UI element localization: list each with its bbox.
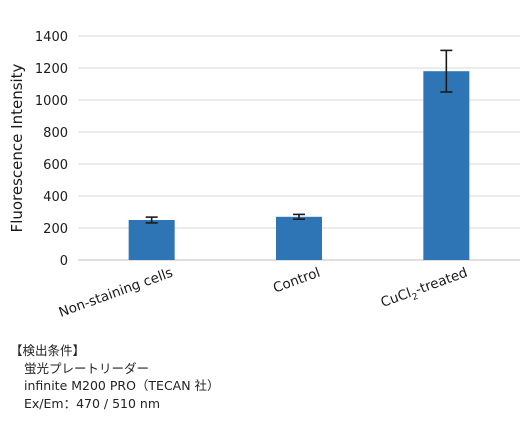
y-axis-ticks: 0 200 400 600 800 1000 1200 1400 <box>35 30 68 269</box>
y-tick-label: 0 <box>60 254 68 269</box>
x-tick-label-text: Control <box>271 265 322 297</box>
x-tick-label: CuCl2-treated <box>379 265 471 314</box>
x-tick-label-text: Non-staining cells <box>57 265 175 321</box>
error-bars <box>145 49 453 224</box>
y-tick-label: 400 <box>43 190 68 205</box>
y-tick-label: 1200 <box>35 62 68 77</box>
bar <box>128 220 175 260</box>
error-bar <box>145 216 158 224</box>
y-tick-label: 200 <box>43 222 68 237</box>
bar-chart: 0 200 400 600 800 1000 1200 1400 Fluorescence I… <box>8 30 520 321</box>
x-axis-labels: Non-staining cells Control CuCl2-treated <box>57 265 471 321</box>
x-tick-label-subscript: 2 <box>411 292 420 303</box>
y-tick-label: 600 <box>43 158 68 173</box>
detection-conditions: 【検出条件】 蛍光プレートリーダー infinite M200 PRO（TECA… <box>10 342 220 412</box>
y-tick-label: 800 <box>43 126 68 141</box>
y-tick-label: 1400 <box>35 30 68 45</box>
y-tick-label: 1000 <box>35 94 68 109</box>
y-axis-label: Fluorescence Intensity <box>8 63 26 232</box>
bar <box>423 71 470 260</box>
x-tick-label: Non-staining cells <box>57 265 175 321</box>
notes-line-1: 蛍光プレートリーダー <box>24 360 150 376</box>
notes-line-3: Ex/Em：470 / 510 nm <box>24 395 161 411</box>
x-tick-label-text: -treated <box>413 265 469 299</box>
x-tick-label: Control <box>271 265 322 297</box>
error-bar <box>440 49 453 93</box>
bar <box>276 216 322 260</box>
notes-heading: 【検出条件】 <box>10 343 86 358</box>
error-bar <box>293 213 305 220</box>
notes-line-2: infinite M200 PRO（TECAN 社） <box>24 378 220 393</box>
x-tick-label-text: CuCl <box>379 285 414 311</box>
bars <box>128 71 470 260</box>
